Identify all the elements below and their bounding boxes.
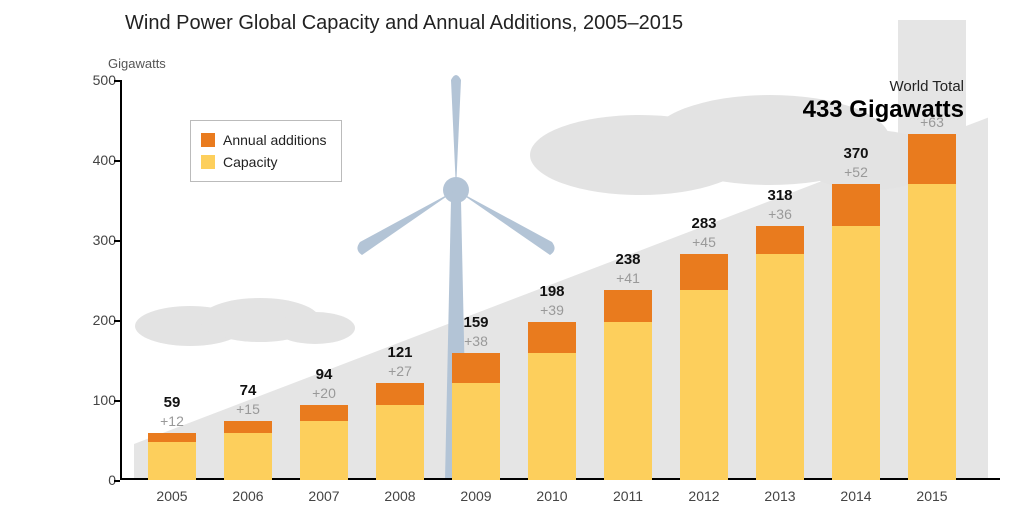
bar-group: 159+382009 — [452, 353, 500, 480]
y-tick-label: 200 — [76, 312, 116, 328]
x-tick-label: 2005 — [156, 488, 187, 504]
bar-group: 121+272008 — [376, 383, 424, 480]
bar-group: 94+202007 — [300, 405, 348, 480]
y-tick-label: 400 — [76, 152, 116, 168]
bar-capacity-segment — [376, 405, 424, 480]
bar-capacity-segment — [224, 433, 272, 480]
bar-addition-label: +15 — [236, 401, 260, 417]
cloud-decoration-left — [130, 290, 360, 350]
bar-addition-label: +52 — [844, 164, 868, 180]
y-tick-mark — [114, 160, 120, 162]
y-tick-mark — [114, 240, 120, 242]
bar-group: 283+452012 — [680, 254, 728, 480]
bar-additions-segment — [756, 226, 804, 255]
bar-capacity-segment — [528, 353, 576, 480]
legend-swatch — [201, 133, 215, 147]
x-tick-label: 2008 — [384, 488, 415, 504]
x-tick-label: 2010 — [536, 488, 567, 504]
y-tick-label: 0 — [76, 472, 116, 488]
bar-addition-label: +45 — [692, 234, 716, 250]
bar-group: 59+122005 — [148, 433, 196, 480]
legend-box: Annual additionsCapacity — [190, 120, 342, 182]
chart-container: Wind Power Global Capacity and Annual Ad… — [0, 0, 1032, 528]
bar-additions-segment — [680, 254, 728, 290]
bar-addition-label: +27 — [388, 363, 412, 379]
y-tick-mark — [114, 400, 120, 402]
y-tick-label: 300 — [76, 232, 116, 248]
y-tick-mark — [114, 320, 120, 322]
bar-capacity-segment — [604, 322, 652, 480]
bar-total-label: 74 — [240, 382, 257, 399]
x-tick-label: 2014 — [840, 488, 871, 504]
bar-group: 238+412011 — [604, 290, 652, 480]
bar-additions-segment — [300, 405, 348, 421]
bar-addition-label: +12 — [160, 413, 184, 429]
x-tick-label: 2015 — [916, 488, 947, 504]
bar-capacity-segment — [680, 290, 728, 480]
bar-group: 318+362013 — [756, 226, 804, 480]
bar-total-label: 121 — [387, 344, 412, 361]
bar-additions-segment — [604, 290, 652, 323]
bar-group: 370+522014 — [832, 184, 880, 480]
bar-capacity-segment — [452, 383, 500, 480]
legend-label: Annual additions — [223, 129, 327, 151]
x-tick-label: 2007 — [308, 488, 339, 504]
legend-label: Capacity — [223, 151, 277, 173]
bar-total-label: 159 — [463, 314, 488, 331]
x-tick-label: 2009 — [460, 488, 491, 504]
x-tick-label: 2013 — [764, 488, 795, 504]
bar-addition-label: +63 — [920, 114, 944, 130]
bar-total-label: 59 — [164, 394, 181, 411]
y-tick-mark — [114, 80, 120, 82]
bar-total-label: 370 — [843, 145, 868, 162]
world-total-label: World Total — [890, 78, 964, 95]
bar-additions-segment — [148, 433, 196, 443]
bar-capacity-segment — [908, 184, 956, 480]
legend-item: Capacity — [201, 151, 327, 173]
bar-group: 198+392010 — [528, 322, 576, 480]
plot-area: Annual additionsCapacity World Total 433… — [120, 80, 1000, 480]
y-tick-label: 500 — [76, 72, 116, 88]
bar-additions-segment — [452, 353, 500, 383]
bar-group: +632015 — [908, 134, 956, 480]
bar-capacity-segment — [756, 254, 804, 480]
bar-addition-label: +38 — [464, 333, 488, 349]
x-tick-label: 2012 — [688, 488, 719, 504]
x-tick-label: 2011 — [613, 488, 643, 504]
bar-total-label: 94 — [316, 366, 333, 383]
y-tick-mark — [114, 480, 120, 482]
bar-total-label: 318 — [767, 187, 792, 204]
legend-swatch — [201, 155, 215, 169]
y-axis-label: Gigawatts — [108, 56, 166, 71]
bar-addition-label: +41 — [616, 270, 640, 286]
bar-addition-label: +39 — [540, 302, 564, 318]
legend-item: Annual additions — [201, 129, 327, 151]
bar-total-label: 283 — [691, 215, 716, 232]
bar-addition-label: +20 — [312, 385, 336, 401]
bar-capacity-segment — [832, 226, 880, 480]
bar-group: 74+152006 — [224, 421, 272, 480]
bar-capacity-segment — [148, 442, 196, 480]
bar-additions-segment — [376, 383, 424, 405]
chart-title: Wind Power Global Capacity and Annual Ad… — [125, 12, 683, 35]
bar-capacity-segment — [300, 421, 348, 480]
y-tick-label: 100 — [76, 392, 116, 408]
y-axis — [120, 80, 122, 480]
bar-total-label: 198 — [539, 283, 564, 300]
bar-total-label: 238 — [615, 251, 640, 268]
x-tick-label: 2006 — [232, 488, 263, 504]
bar-additions-segment — [908, 134, 956, 184]
bar-addition-label: +36 — [768, 206, 792, 222]
bar-additions-segment — [528, 322, 576, 353]
bar-additions-segment — [832, 184, 880, 226]
bar-additions-segment — [224, 421, 272, 433]
